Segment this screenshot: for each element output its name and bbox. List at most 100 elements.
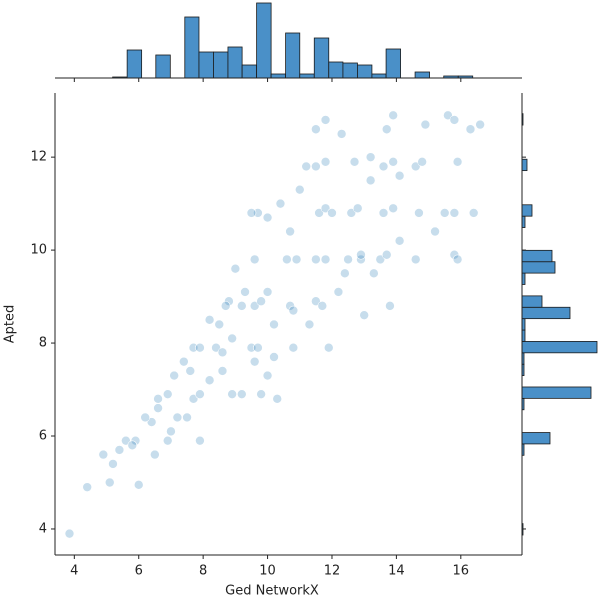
scatter-point — [272, 394, 283, 404]
scatter-point — [468, 208, 479, 218]
scatter-point — [288, 305, 299, 316]
scatter-point — [327, 208, 337, 218]
scatter-point — [323, 342, 334, 353]
scatter-point — [214, 319, 225, 330]
y-tick-label: 10 — [30, 243, 47, 258]
scatter-point — [249, 356, 260, 367]
scatter-point — [311, 161, 321, 172]
histogram-bar — [313, 37, 330, 79]
scatter-point — [121, 435, 131, 446]
histogram-bar — [241, 64, 258, 79]
x-tick-label: 12 — [324, 564, 341, 579]
scatter-point — [356, 249, 366, 260]
scatter-point — [275, 198, 286, 209]
scatter-point — [262, 370, 273, 381]
scatter-point — [343, 254, 353, 265]
scatter-point — [394, 236, 405, 246]
scatter-point — [452, 254, 463, 265]
scatter-point — [282, 254, 292, 265]
scatter-point — [230, 263, 241, 274]
scatter-point — [365, 175, 376, 186]
scatter-point — [262, 212, 273, 223]
x-tick-label: 4 — [70, 564, 78, 579]
scatter-point — [204, 375, 215, 386]
scatter-point — [311, 254, 321, 265]
scatter-point — [98, 449, 109, 460]
scatter-point — [262, 287, 273, 297]
histogram-bar — [198, 51, 214, 79]
scatter-point — [211, 342, 221, 353]
scatter-point — [417, 156, 427, 167]
scatter-point — [381, 124, 392, 135]
scatter-point — [188, 394, 199, 404]
histogram-bar — [371, 73, 387, 79]
x-tick-label: 16 — [453, 564, 470, 579]
scatter-point — [410, 254, 421, 265]
scatter-point — [385, 301, 395, 311]
scatter-point — [449, 249, 460, 260]
scatter-point — [443, 110, 453, 121]
scatter-point — [195, 342, 205, 353]
histogram-bar — [521, 249, 553, 263]
histogram-bar — [385, 48, 401, 79]
scatter-point — [285, 226, 295, 237]
histogram-bar — [227, 46, 243, 79]
scatter-point — [388, 110, 398, 121]
scatter-point — [365, 152, 376, 162]
scatter-point — [153, 403, 163, 413]
scatter-point — [320, 115, 331, 125]
histogram-bar — [521, 204, 533, 217]
scatter-point — [394, 170, 405, 181]
scatter-point — [291, 254, 302, 265]
histogram-bar — [521, 432, 551, 445]
scatter-point — [301, 161, 312, 172]
scatter-point — [162, 435, 173, 446]
scatter-point — [452, 156, 463, 167]
scatter-point — [320, 156, 331, 167]
scatter-point — [82, 482, 93, 492]
scatter-point — [359, 310, 369, 320]
scatter-point — [130, 435, 141, 446]
histogram-bar — [299, 73, 315, 79]
y-tick-label: 12 — [30, 150, 47, 165]
scatter-point — [104, 477, 115, 488]
scatter-point — [217, 366, 228, 376]
scatter-point — [253, 342, 263, 353]
scatter-point — [127, 440, 138, 451]
scatter-point — [179, 356, 189, 367]
histogram-bar — [521, 158, 528, 172]
scatter-point — [320, 203, 331, 214]
scatter-point — [256, 296, 266, 307]
scatter-point — [449, 208, 460, 218]
scatter-point — [320, 254, 331, 265]
scatter-point — [185, 366, 196, 376]
scatter-point — [249, 301, 260, 311]
scatter-point — [204, 315, 215, 325]
histogram-bar — [213, 51, 229, 79]
x-axis-label: Ged NetworkX — [225, 584, 319, 599]
scatter-point — [220, 301, 231, 311]
x-tick-label: 8 — [199, 564, 207, 579]
y-tick-label: 8 — [39, 336, 47, 351]
scatter-point — [475, 119, 485, 130]
scatter-point — [369, 268, 379, 279]
scatter-point — [140, 412, 150, 423]
scatter-point — [349, 156, 360, 167]
scatter-point — [378, 161, 389, 172]
scatter-point — [114, 445, 125, 455]
scatter-point — [256, 389, 266, 399]
scatter-point — [414, 208, 424, 218]
scatter-point — [150, 449, 160, 460]
scatter-point — [304, 319, 315, 330]
scatter-point — [182, 412, 192, 423]
scatter-point — [162, 389, 173, 399]
scatter-point — [285, 301, 295, 311]
scatter-point — [224, 296, 234, 307]
y-axis-label: Apted — [3, 305, 18, 344]
histogram-bar — [521, 386, 592, 399]
scatter-point — [249, 254, 260, 265]
scatter-point — [269, 319, 279, 330]
histogram-bar — [256, 2, 272, 79]
scatter-point — [375, 254, 386, 265]
histogram-bar — [285, 32, 301, 79]
